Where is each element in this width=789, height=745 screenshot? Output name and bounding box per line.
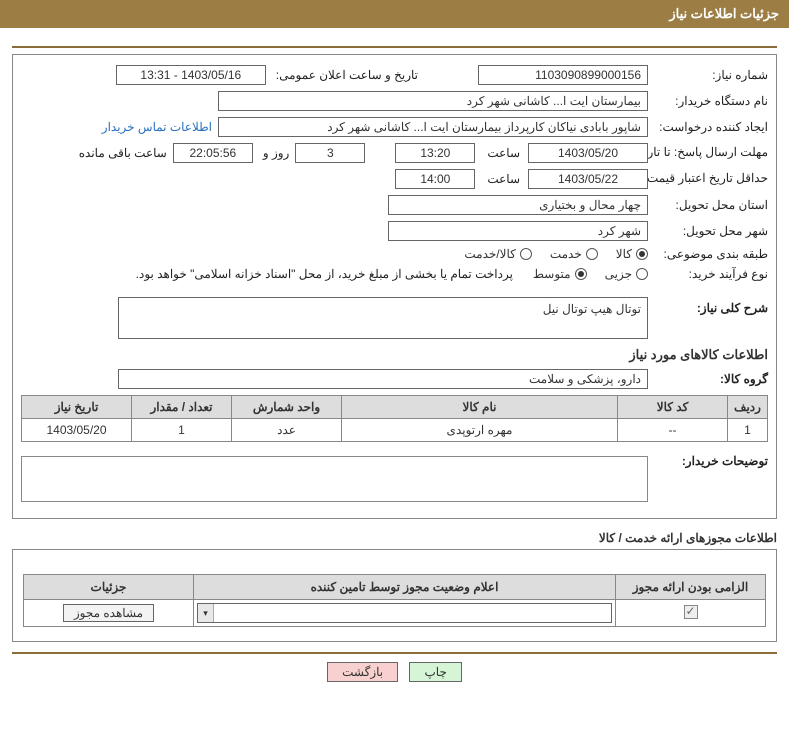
cell-qty: 1 bbox=[132, 419, 232, 442]
label-time-1: ساعت bbox=[483, 146, 520, 160]
label-goods-group: گروه کالا: bbox=[648, 372, 768, 386]
th-code: کد کالا bbox=[618, 396, 728, 419]
radio-dot-kala bbox=[636, 248, 648, 260]
radio-dot-khedmat bbox=[586, 248, 598, 260]
radio-label-jozei: جزیی bbox=[605, 267, 632, 281]
radio-dot-kala-khedmat bbox=[520, 248, 532, 260]
label-reply-deadline: مهلت ارسال پاسخ: تا تاریخ: bbox=[648, 145, 768, 161]
radio-motavaset[interactable]: متوسط bbox=[533, 267, 587, 281]
process-radio-group: جزیی متوسط bbox=[533, 267, 648, 281]
license-box: الزامی بودن ارائه مجوز اعلام وضعیت مجوز … bbox=[12, 549, 777, 642]
field-buyer-device: بیمارستان ایت ا... کاشانی شهر کرد bbox=[218, 91, 648, 111]
th-name: نام کالا bbox=[342, 396, 618, 419]
th-date: تاریخ نیاز bbox=[22, 396, 132, 419]
label-time-2: ساعت bbox=[483, 172, 520, 186]
license-section-title: اطلاعات مجوزهای ارائه خدمت / کالا bbox=[12, 531, 777, 545]
goods-table: ردیف کد کالا نام کالا واحد شمارش تعداد /… bbox=[21, 395, 768, 442]
label-request-creator: ایجاد کننده درخواست: bbox=[648, 120, 768, 134]
radio-kala-khedmat[interactable]: کالا/خدمت bbox=[464, 247, 531, 261]
field-need-number: 1103090899000156 bbox=[478, 65, 648, 85]
cell-unit: عدد bbox=[232, 419, 342, 442]
radio-kala[interactable]: کالا bbox=[616, 247, 648, 261]
buyer-contact-link[interactable]: اطلاعات تماس خریدار bbox=[102, 120, 212, 134]
print-button[interactable]: چاپ bbox=[409, 662, 461, 682]
label-subject-class: طبقه بندی موضوعی: bbox=[648, 247, 768, 261]
label-price-validity: حداقل تاریخ اعتبار قیمت: تا تاریخ: bbox=[648, 171, 768, 187]
radio-label-khedmat: خدمت bbox=[550, 247, 582, 261]
label-need-overview: شرح کلی نیاز: bbox=[648, 297, 768, 315]
field-announce-datetime: 1403/05/16 - 13:31 bbox=[116, 65, 266, 85]
chevron-down-icon: ▾ bbox=[198, 604, 214, 622]
license-table: الزامی بودن ارائه مجوز اعلام وضعیت مجوز … bbox=[23, 574, 766, 627]
subject-radio-group: کالا خدمت کالا/خدمت bbox=[464, 247, 648, 261]
label-days-and: روز و bbox=[259, 146, 290, 160]
cell-date: 1403/05/20 bbox=[22, 419, 132, 442]
buyer-desc-box bbox=[21, 456, 648, 502]
field-reply-time: 13:20 bbox=[395, 143, 475, 163]
page-title: جزئیات اطلاعات نیاز bbox=[669, 6, 779, 21]
th-qty: تعداد / مقدار bbox=[132, 396, 232, 419]
radio-khedmat[interactable]: خدمت bbox=[550, 247, 598, 261]
cell-code: -- bbox=[618, 419, 728, 442]
radio-label-kala: کالا bbox=[616, 247, 632, 261]
field-price-date: 1403/05/22 bbox=[528, 169, 648, 189]
license-details-cell: مشاهده مجوز bbox=[24, 600, 194, 627]
lth-details: جزئیات bbox=[24, 575, 194, 600]
table-row: 1 -- مهره ارتوپدی عدد 1 1403/05/20 bbox=[22, 419, 768, 442]
th-row: ردیف bbox=[728, 396, 768, 419]
cell-name: مهره ارتوپدی bbox=[342, 419, 618, 442]
lth-mandatory: الزامی بودن ارائه مجوز bbox=[616, 575, 766, 600]
treasury-note: پرداخت تمام یا بخشی از مبلغ خرید، از محل… bbox=[132, 267, 513, 281]
radio-dot-jozei bbox=[636, 268, 648, 280]
radio-label-motavaset: متوسط bbox=[533, 267, 571, 281]
field-reply-date: 1403/05/20 bbox=[528, 143, 648, 163]
label-need-number: شماره نیاز: bbox=[648, 68, 768, 82]
th-unit: واحد شمارش bbox=[232, 396, 342, 419]
field-province: چهار محال و بختیاری bbox=[388, 195, 648, 215]
label-city: شهر محل تحویل: bbox=[648, 224, 768, 238]
cell-row: 1 bbox=[728, 419, 768, 442]
license-status-select[interactable]: ▾ bbox=[197, 603, 612, 623]
field-city: شهر کرد bbox=[388, 221, 648, 241]
field-request-creator: شاپور بابادی نیاکان کارپرداز بیمارستان ا… bbox=[218, 117, 648, 137]
field-goods-group: دارو، پزشکی و سلامت bbox=[118, 369, 648, 389]
license-checkbox[interactable] bbox=[684, 605, 698, 619]
footer-separator bbox=[12, 652, 777, 654]
main-details-box: شماره نیاز: 1103090899000156 تاریخ و ساع… bbox=[12, 54, 777, 519]
goods-table-header-row: ردیف کد کالا نام کالا واحد شمارش تعداد /… bbox=[22, 396, 768, 419]
lth-status: اعلام وضعیت مجوز توسط تامین کننده bbox=[194, 575, 616, 600]
radio-label-kala-khedmat: کالا/خدمت bbox=[464, 247, 515, 261]
back-button[interactable]: بازگشت bbox=[327, 662, 398, 682]
page-title-bar: جزئیات اطلاعات نیاز bbox=[0, 0, 789, 28]
field-days-left: 3 bbox=[295, 143, 365, 163]
license-row: ▾ مشاهده مجوز bbox=[24, 600, 766, 627]
goods-info-heading: اطلاعات کالاهای مورد نیاز bbox=[21, 347, 768, 363]
label-buyer-device: نام دستگاه خریدار: bbox=[648, 94, 768, 108]
label-announce-datetime: تاریخ و ساعت اعلان عمومی: bbox=[272, 68, 418, 82]
view-license-button[interactable]: مشاهده مجوز bbox=[63, 604, 154, 622]
label-buyer-desc: توضیحات خریدار: bbox=[648, 450, 768, 468]
license-mandatory-cell bbox=[616, 600, 766, 627]
field-price-time: 14:00 bbox=[395, 169, 475, 189]
label-province: استان محل تحویل: bbox=[648, 198, 768, 212]
label-purchase-process: نوع فرآیند خرید: bbox=[648, 267, 768, 281]
separator-top bbox=[12, 46, 777, 48]
radio-dot-motavaset bbox=[575, 268, 587, 280]
field-hours-left: 22:05:56 bbox=[173, 143, 253, 163]
license-status-cell: ▾ bbox=[194, 600, 616, 627]
field-need-overview: توتال هیپ توتال نیل bbox=[118, 297, 648, 339]
footer-buttons: چاپ بازگشت bbox=[0, 662, 789, 694]
license-header-row: الزامی بودن ارائه مجوز اعلام وضعیت مجوز … bbox=[24, 575, 766, 600]
label-hours-remaining: ساعت باقی مانده bbox=[75, 146, 167, 160]
radio-jozei[interactable]: جزیی bbox=[605, 267, 648, 281]
